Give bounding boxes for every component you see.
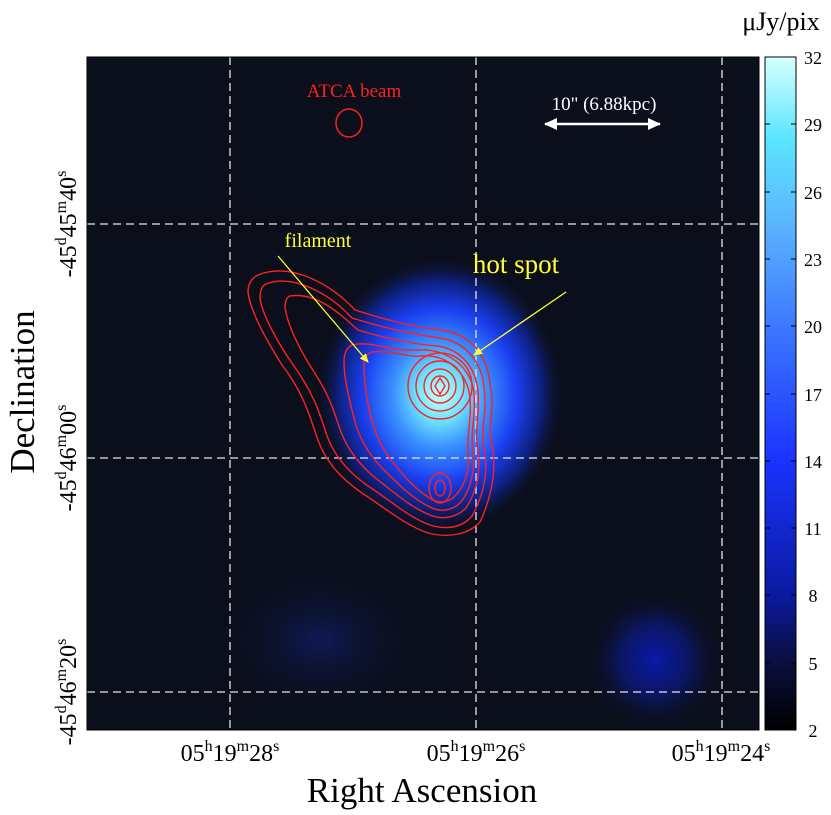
colorbar-unit: μJy/pix bbox=[742, 7, 820, 36]
x-tick-label-ra-28: 05h19m28s bbox=[181, 738, 280, 767]
y-axis-title: Declination bbox=[3, 310, 42, 473]
scale-bar-label: 10" (6.88kpc) bbox=[552, 94, 657, 115]
colorbar-tick-label: 20 bbox=[804, 317, 822, 337]
contour-level-4 bbox=[343, 343, 476, 511]
contour-secondary-peak-outer bbox=[428, 472, 452, 504]
hotspot-arrow bbox=[473, 291, 567, 356]
colorbar-tick-labels: 32 29 26 23 20 17 14 11 8 5 2 bbox=[804, 48, 822, 741]
x-tick-label-ra-24: 05h19m24s bbox=[672, 738, 771, 767]
contour-secondary-peak-inner bbox=[434, 479, 446, 497]
image-panel bbox=[87, 57, 759, 730]
contour-level-6 bbox=[407, 352, 473, 420]
y-tick-label-dec-40: -45d45m40s bbox=[53, 171, 82, 278]
colorbar-tick-label: 5 bbox=[809, 654, 818, 674]
xray-blob-southeast bbox=[585, 588, 725, 730]
contour-level-7 bbox=[415, 360, 465, 412]
x-tick-label-ra-26: 05h19m26s bbox=[427, 738, 526, 767]
x-tick-labels: 05h19m28s 05h19m26s 05h19m24s bbox=[181, 738, 771, 767]
y-tick-label-dec-00: -45d46m00s bbox=[53, 405, 82, 512]
contour-level-1 bbox=[247, 270, 495, 536]
colorbar-tick-label: 2 bbox=[809, 721, 818, 741]
filament-arrow bbox=[277, 255, 369, 363]
faint-emission bbox=[210, 560, 430, 720]
atca-beam-ellipse bbox=[335, 108, 363, 138]
colorbar-tick-label: 14 bbox=[804, 452, 822, 472]
image-frame bbox=[86, 56, 760, 731]
colorbar-tick-label: 23 bbox=[804, 250, 822, 270]
contour-level-2 bbox=[259, 280, 487, 529]
filament-label: filament bbox=[285, 230, 352, 252]
y-tick-labels: -45d45m40s -45d46m00s -45d46m20s bbox=[53, 171, 82, 746]
radio-contours bbox=[247, 270, 495, 536]
coordinate-grid bbox=[87, 57, 759, 730]
colorbar-ticks bbox=[765, 56, 796, 731]
colorbar-tick-label: 26 bbox=[804, 183, 822, 203]
x-axis-title: Right Ascension bbox=[307, 771, 537, 810]
hotspot-label: hot spot bbox=[473, 249, 560, 279]
colorbar-tick-label: 29 bbox=[804, 115, 822, 135]
contour-peak bbox=[434, 376, 446, 396]
contour-level-9 bbox=[430, 375, 450, 397]
contour-level-3 bbox=[284, 294, 480, 519]
y-tick-label-dec-20: -45d46m20s bbox=[53, 639, 82, 746]
colorbar-tick-label: 11 bbox=[804, 519, 821, 539]
colorbar-tick-label: 17 bbox=[804, 385, 822, 405]
colorbar-tick-label: 8 bbox=[809, 586, 818, 606]
colorbar-tick-label: 32 bbox=[804, 48, 822, 68]
contour-level-8 bbox=[423, 368, 457, 404]
atca-beam-label: ATCA beam bbox=[307, 81, 402, 102]
